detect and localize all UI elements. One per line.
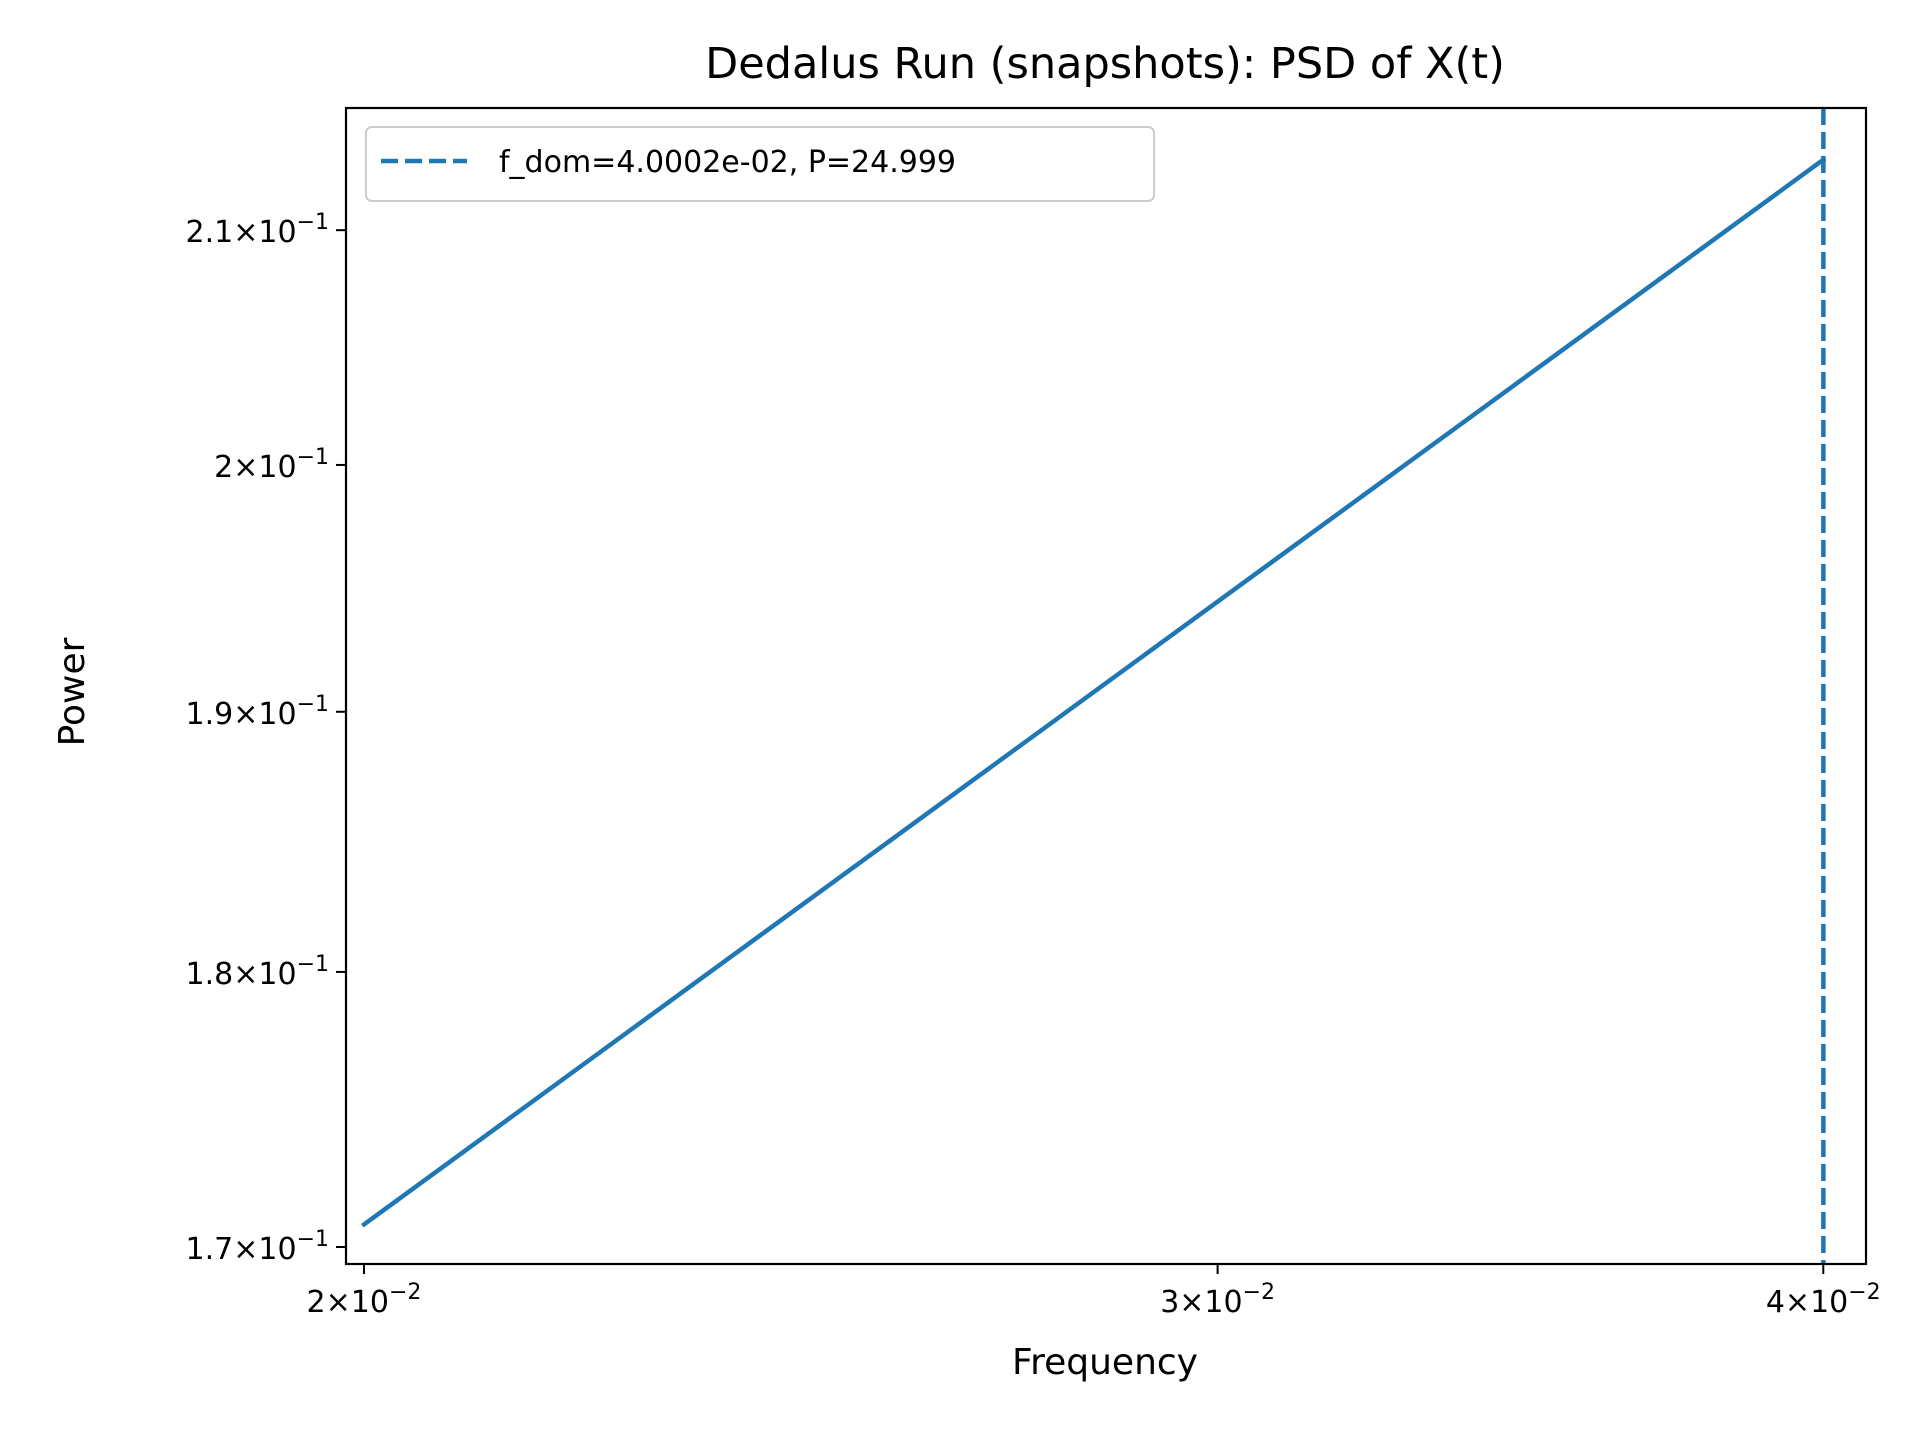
axes-frame	[344, 106, 1868, 1266]
x-tick-exponent-1: −2	[1243, 1280, 1275, 1305]
x-tick-exponent-2: −2	[1848, 1280, 1880, 1305]
y-tick-exponent-3: −1	[297, 445, 329, 470]
x-tick-exponent-0: −2	[389, 1280, 421, 1305]
plot-area: 2×10−2 3×10−2 4×10−21.7×10−11.8×10−11.9×10…	[186, 106, 1881, 1320]
legend-box	[365, 126, 1155, 202]
chart-title: Dedalus Run (snapshots): PSD of X(t)	[705, 39, 1505, 89]
legend-label: f_dom=4.0002e-02, P=24.999	[499, 145, 956, 180]
x-tick-label-1: 3×10−2	[1160, 1280, 1275, 1320]
x-axis-label: Frequency	[1012, 1342, 1198, 1383]
y-tick-exponent-0: −1	[297, 1227, 329, 1252]
y-tick-exponent-1: −1	[297, 952, 329, 977]
legend: f_dom=4.0002e-02, P=24.999	[365, 126, 1155, 202]
y-tick-exponent-4: −1	[297, 210, 329, 235]
y-axis-label: Power	[52, 637, 93, 746]
series-line-0	[360, 156, 1827, 1228]
y-tick-exponent-2: −1	[297, 692, 329, 717]
